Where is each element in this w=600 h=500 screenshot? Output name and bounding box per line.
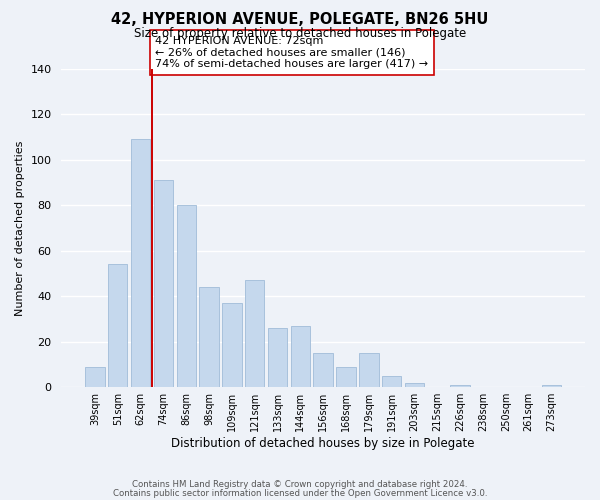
Bar [290,326,310,387]
Bar [268,328,287,387]
Bar [131,140,150,387]
Text: Contains public sector information licensed under the Open Government Licence v3: Contains public sector information licen… [113,488,487,498]
Bar [405,382,424,387]
Y-axis label: Number of detached properties: Number of detached properties [15,140,25,316]
Text: 42, HYPERION AVENUE, POLEGATE, BN26 5HU: 42, HYPERION AVENUE, POLEGATE, BN26 5HU [112,12,488,28]
X-axis label: Distribution of detached houses by size in Polegate: Distribution of detached houses by size … [172,437,475,450]
Bar [359,353,379,387]
Bar [542,385,561,387]
Text: 42 HYPERION AVENUE: 72sqm
← 26% of detached houses are smaller (146)
74% of semi: 42 HYPERION AVENUE: 72sqm ← 26% of detac… [155,36,428,69]
Bar [199,287,219,387]
Text: Contains HM Land Registry data © Crown copyright and database right 2024.: Contains HM Land Registry data © Crown c… [132,480,468,489]
Bar [245,280,265,387]
Bar [382,376,401,387]
Text: Size of property relative to detached houses in Polegate: Size of property relative to detached ho… [134,28,466,40]
Bar [154,180,173,387]
Bar [85,367,104,387]
Bar [108,264,127,387]
Bar [222,303,242,387]
Bar [176,206,196,387]
Bar [451,385,470,387]
Bar [313,353,333,387]
Bar [337,367,356,387]
